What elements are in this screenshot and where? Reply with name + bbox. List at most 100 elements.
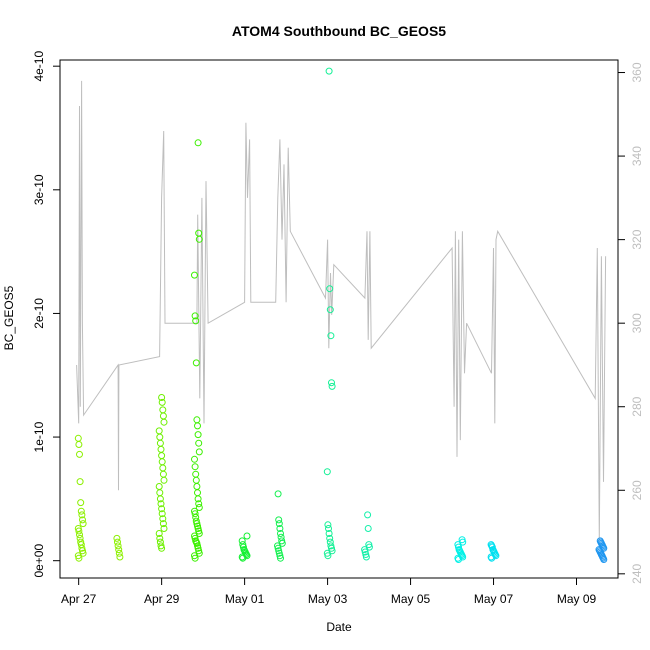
y2-tick-label: 360 xyxy=(630,62,644,82)
data-point xyxy=(76,478,84,486)
data-point xyxy=(194,422,201,430)
data-point xyxy=(364,525,372,532)
data-point xyxy=(191,510,199,518)
data-point xyxy=(158,398,166,406)
data-point xyxy=(191,271,198,279)
data-point xyxy=(79,516,86,524)
y2-tick-label: 260 xyxy=(630,480,644,500)
data-point xyxy=(362,553,370,561)
data-point xyxy=(158,544,166,552)
data-point xyxy=(160,476,168,484)
data-point xyxy=(160,418,168,426)
data-point xyxy=(324,521,332,529)
data-point xyxy=(195,439,203,447)
data-point xyxy=(155,530,163,537)
x-axis: Apr 27 Apr 29 May 01 May 03 May 05 May 07 May … xyxy=(61,577,597,606)
data-point xyxy=(77,499,85,507)
data-point xyxy=(79,520,87,528)
data-point xyxy=(75,527,83,535)
data-point xyxy=(325,530,333,537)
data-point xyxy=(328,379,335,387)
data-point xyxy=(600,556,608,563)
data-point xyxy=(159,520,167,528)
data-point xyxy=(191,312,199,320)
y-tick-label: 2e-10 xyxy=(32,298,46,329)
data-point xyxy=(76,531,83,539)
data-point xyxy=(192,359,200,367)
y2-series-line xyxy=(76,80,607,541)
data-point xyxy=(455,556,462,563)
data-point xyxy=(156,495,164,503)
y2-tick-label: 300 xyxy=(630,313,644,333)
data-point xyxy=(114,542,122,550)
data-point xyxy=(195,448,203,456)
data-point xyxy=(158,505,166,513)
data-point xyxy=(78,511,86,519)
data-point xyxy=(116,553,124,561)
y2-tick-label: 320 xyxy=(630,229,644,249)
data-point xyxy=(192,317,200,325)
data-point xyxy=(239,554,247,562)
data-point xyxy=(277,554,284,562)
data-point xyxy=(191,455,198,463)
data-point xyxy=(194,495,202,503)
y-tick-label: 3e-10 xyxy=(32,174,46,205)
data-point xyxy=(75,441,83,448)
data-point xyxy=(325,525,332,532)
y-tick-label: 4e-10 xyxy=(32,51,46,82)
y2-tick-label: 340 xyxy=(630,146,644,166)
data-point xyxy=(324,552,332,560)
data-point xyxy=(75,554,83,562)
y2-line-layer xyxy=(76,80,607,541)
y2-axis: 240 260 280 300 320 340 360 xyxy=(617,62,644,584)
data-point xyxy=(158,510,166,518)
data-point xyxy=(326,285,334,293)
data-point xyxy=(195,235,203,243)
data-point xyxy=(326,534,334,542)
data-point xyxy=(76,450,83,458)
data-point xyxy=(194,139,202,147)
data-point xyxy=(275,516,283,524)
data-point xyxy=(113,534,121,542)
data-point xyxy=(115,549,123,557)
data-point xyxy=(325,67,333,75)
y-tick-label: 1e-10 xyxy=(32,421,46,452)
x-tick-label: May 05 xyxy=(391,592,431,606)
y-tick-label: 0e+00 xyxy=(32,544,46,578)
data-point xyxy=(275,520,283,528)
y2-tick-label: 280 xyxy=(630,396,644,416)
data-point xyxy=(160,525,168,532)
x-tick-label: May 03 xyxy=(308,592,348,606)
data-point xyxy=(195,500,203,508)
data-point xyxy=(156,534,164,542)
data-point xyxy=(77,507,85,515)
data-point xyxy=(157,500,165,508)
data-point xyxy=(115,546,123,554)
y2-tick-label: 240 xyxy=(630,563,644,583)
data-point xyxy=(195,504,203,511)
data-point xyxy=(323,468,331,476)
data-point xyxy=(364,511,372,519)
x-tick-label: May 07 xyxy=(474,592,514,606)
data-point xyxy=(191,554,199,562)
data-point xyxy=(276,525,284,532)
chart-title: ATOM4 Southbound BC_GEOS5 xyxy=(232,23,446,39)
x-tick-label: May 01 xyxy=(225,592,265,606)
data-point xyxy=(158,394,166,401)
y-axis-label: BC_GEOS5 xyxy=(2,285,16,350)
data-point xyxy=(488,554,496,562)
data-point xyxy=(243,532,251,540)
data-point xyxy=(191,463,199,471)
points-layer xyxy=(74,67,608,563)
data-point xyxy=(114,538,121,546)
x-tick-label: Apr 27 xyxy=(61,592,97,606)
data-point xyxy=(327,332,335,340)
y-axis: 0e+00 1e-10 2e-10 3e-10 4e-10 xyxy=(32,51,61,578)
data-point xyxy=(159,515,167,523)
x-tick-label: May 09 xyxy=(557,592,597,606)
x-axis-label: Date xyxy=(326,620,352,634)
data-point xyxy=(274,490,282,498)
x-tick-label: Apr 29 xyxy=(144,592,180,606)
